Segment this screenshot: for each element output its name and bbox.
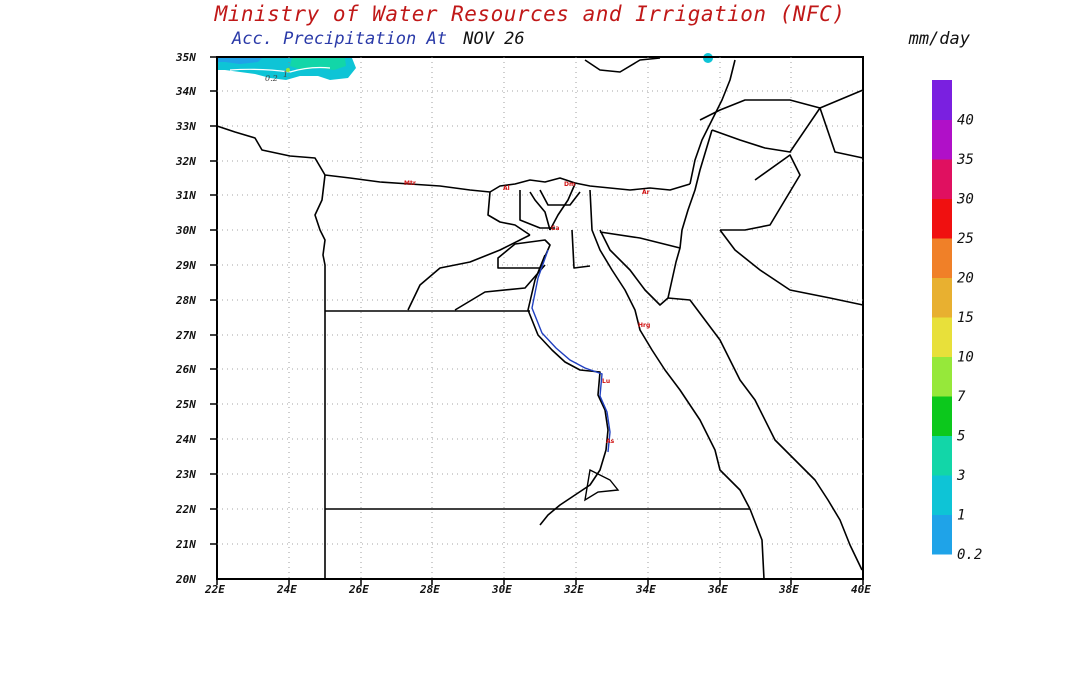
city-label: As bbox=[606, 438, 615, 445]
map-frame bbox=[216, 56, 864, 580]
colorbar-label: 40 bbox=[957, 113, 974, 129]
city-label: Al bbox=[503, 185, 510, 192]
nile-river bbox=[531, 249, 611, 453]
lon-label: 24E bbox=[276, 583, 297, 596]
colorbar-label: 20 bbox=[957, 271, 974, 287]
lat-label: 30N bbox=[175, 224, 196, 237]
colorbar-swatch bbox=[932, 475, 952, 515]
city-label: Ca bbox=[551, 225, 559, 232]
product-subtitle: Acc. Precipitation At NOV 26 bbox=[232, 29, 525, 49]
lat-label: 28N bbox=[175, 294, 196, 307]
colorbar-label: 7 bbox=[957, 389, 966, 405]
lat-label: 27N bbox=[175, 329, 196, 342]
colorbar-label: 30 bbox=[956, 192, 974, 208]
lat-label: 21N bbox=[175, 538, 196, 551]
lon-label: 22E bbox=[204, 583, 225, 596]
colorbar-swatch bbox=[932, 356, 952, 397]
city-label: Hrg bbox=[638, 322, 650, 329]
lat-label: 32N bbox=[175, 155, 196, 168]
lat-label: 22N bbox=[175, 503, 196, 516]
colorbar-label: 3 bbox=[956, 468, 965, 484]
product-name: Acc. Precipitation bbox=[232, 29, 417, 49]
colorbar-label: 0.2 bbox=[957, 547, 982, 563]
latitude-axis: 35N 34N 33N 32N 31N 30N 29N 28N 27N 26N … bbox=[175, 51, 217, 586]
city-label: Dm bbox=[564, 181, 575, 188]
colorbar-swatch bbox=[932, 238, 952, 278]
contour-label: 0.2 bbox=[265, 74, 278, 83]
precip-patch: 0.2 1 bbox=[218, 53, 713, 83]
contour-label: 1 bbox=[283, 70, 288, 79]
lon-label: 30E bbox=[491, 583, 512, 596]
lat-label: 23N bbox=[175, 468, 196, 481]
lat-label: 31N bbox=[175, 189, 196, 202]
colorbar-swatch bbox=[932, 514, 952, 555]
colorbar-swatch bbox=[932, 198, 952, 239]
lat-label: 24N bbox=[175, 433, 196, 446]
lat-label: 34N bbox=[175, 85, 196, 98]
units-label: mm/day bbox=[908, 29, 970, 49]
longitude-axis: 22E 24E 26E 28E 30E 32E 34E 36E 38E 40E bbox=[204, 579, 871, 596]
grid bbox=[217, 57, 863, 579]
colorbar-label: 35 bbox=[956, 152, 974, 168]
lon-label: 32E bbox=[563, 583, 584, 596]
colorbar-label: 10 bbox=[957, 350, 974, 366]
at-label: At bbox=[426, 29, 447, 49]
lat-label: 29N bbox=[175, 259, 196, 272]
lake-nasser bbox=[584, 468, 620, 502]
city-markers: Mtr Al Dm Ar Ca Hrg Lu As bbox=[404, 180, 650, 445]
lat-label: 26N bbox=[175, 363, 196, 376]
lat-label: 33N bbox=[175, 120, 196, 133]
lat-label: 25N bbox=[175, 398, 196, 411]
lon-label: 36E bbox=[707, 583, 728, 596]
colorbar-label: 5 bbox=[957, 429, 965, 445]
lon-label: 34E bbox=[635, 583, 656, 596]
colorbar-swatch bbox=[932, 80, 952, 120]
colorbar-swatch bbox=[932, 435, 952, 476]
city-label: Mtr bbox=[404, 180, 416, 187]
lon-label: 26E bbox=[348, 583, 369, 596]
lon-label: 40E bbox=[851, 583, 871, 596]
city-label: Ar bbox=[642, 189, 650, 196]
colorbar-swatch bbox=[932, 396, 952, 436]
colorbar-label: 25 bbox=[957, 231, 974, 247]
colorbar-swatch bbox=[932, 277, 952, 318]
lon-label: 38E bbox=[778, 583, 799, 596]
lat-label: 20N bbox=[175, 573, 196, 586]
city-label: Lu bbox=[602, 378, 610, 385]
lat-label: 35N bbox=[175, 51, 196, 64]
forecast-date: NOV 26 bbox=[463, 29, 525, 49]
colorbar-swatch bbox=[932, 159, 952, 199]
lon-label: 28E bbox=[419, 583, 440, 596]
colorbar-label: 1 bbox=[957, 508, 965, 524]
colorbar-swatch bbox=[932, 119, 952, 160]
colorbar-label: 15 bbox=[957, 310, 974, 326]
colorbar-swatch bbox=[932, 317, 952, 357]
ministry-title: Ministry of Water Resources and Irrigati… bbox=[214, 2, 846, 26]
coastlines-borders bbox=[216, 57, 864, 580]
